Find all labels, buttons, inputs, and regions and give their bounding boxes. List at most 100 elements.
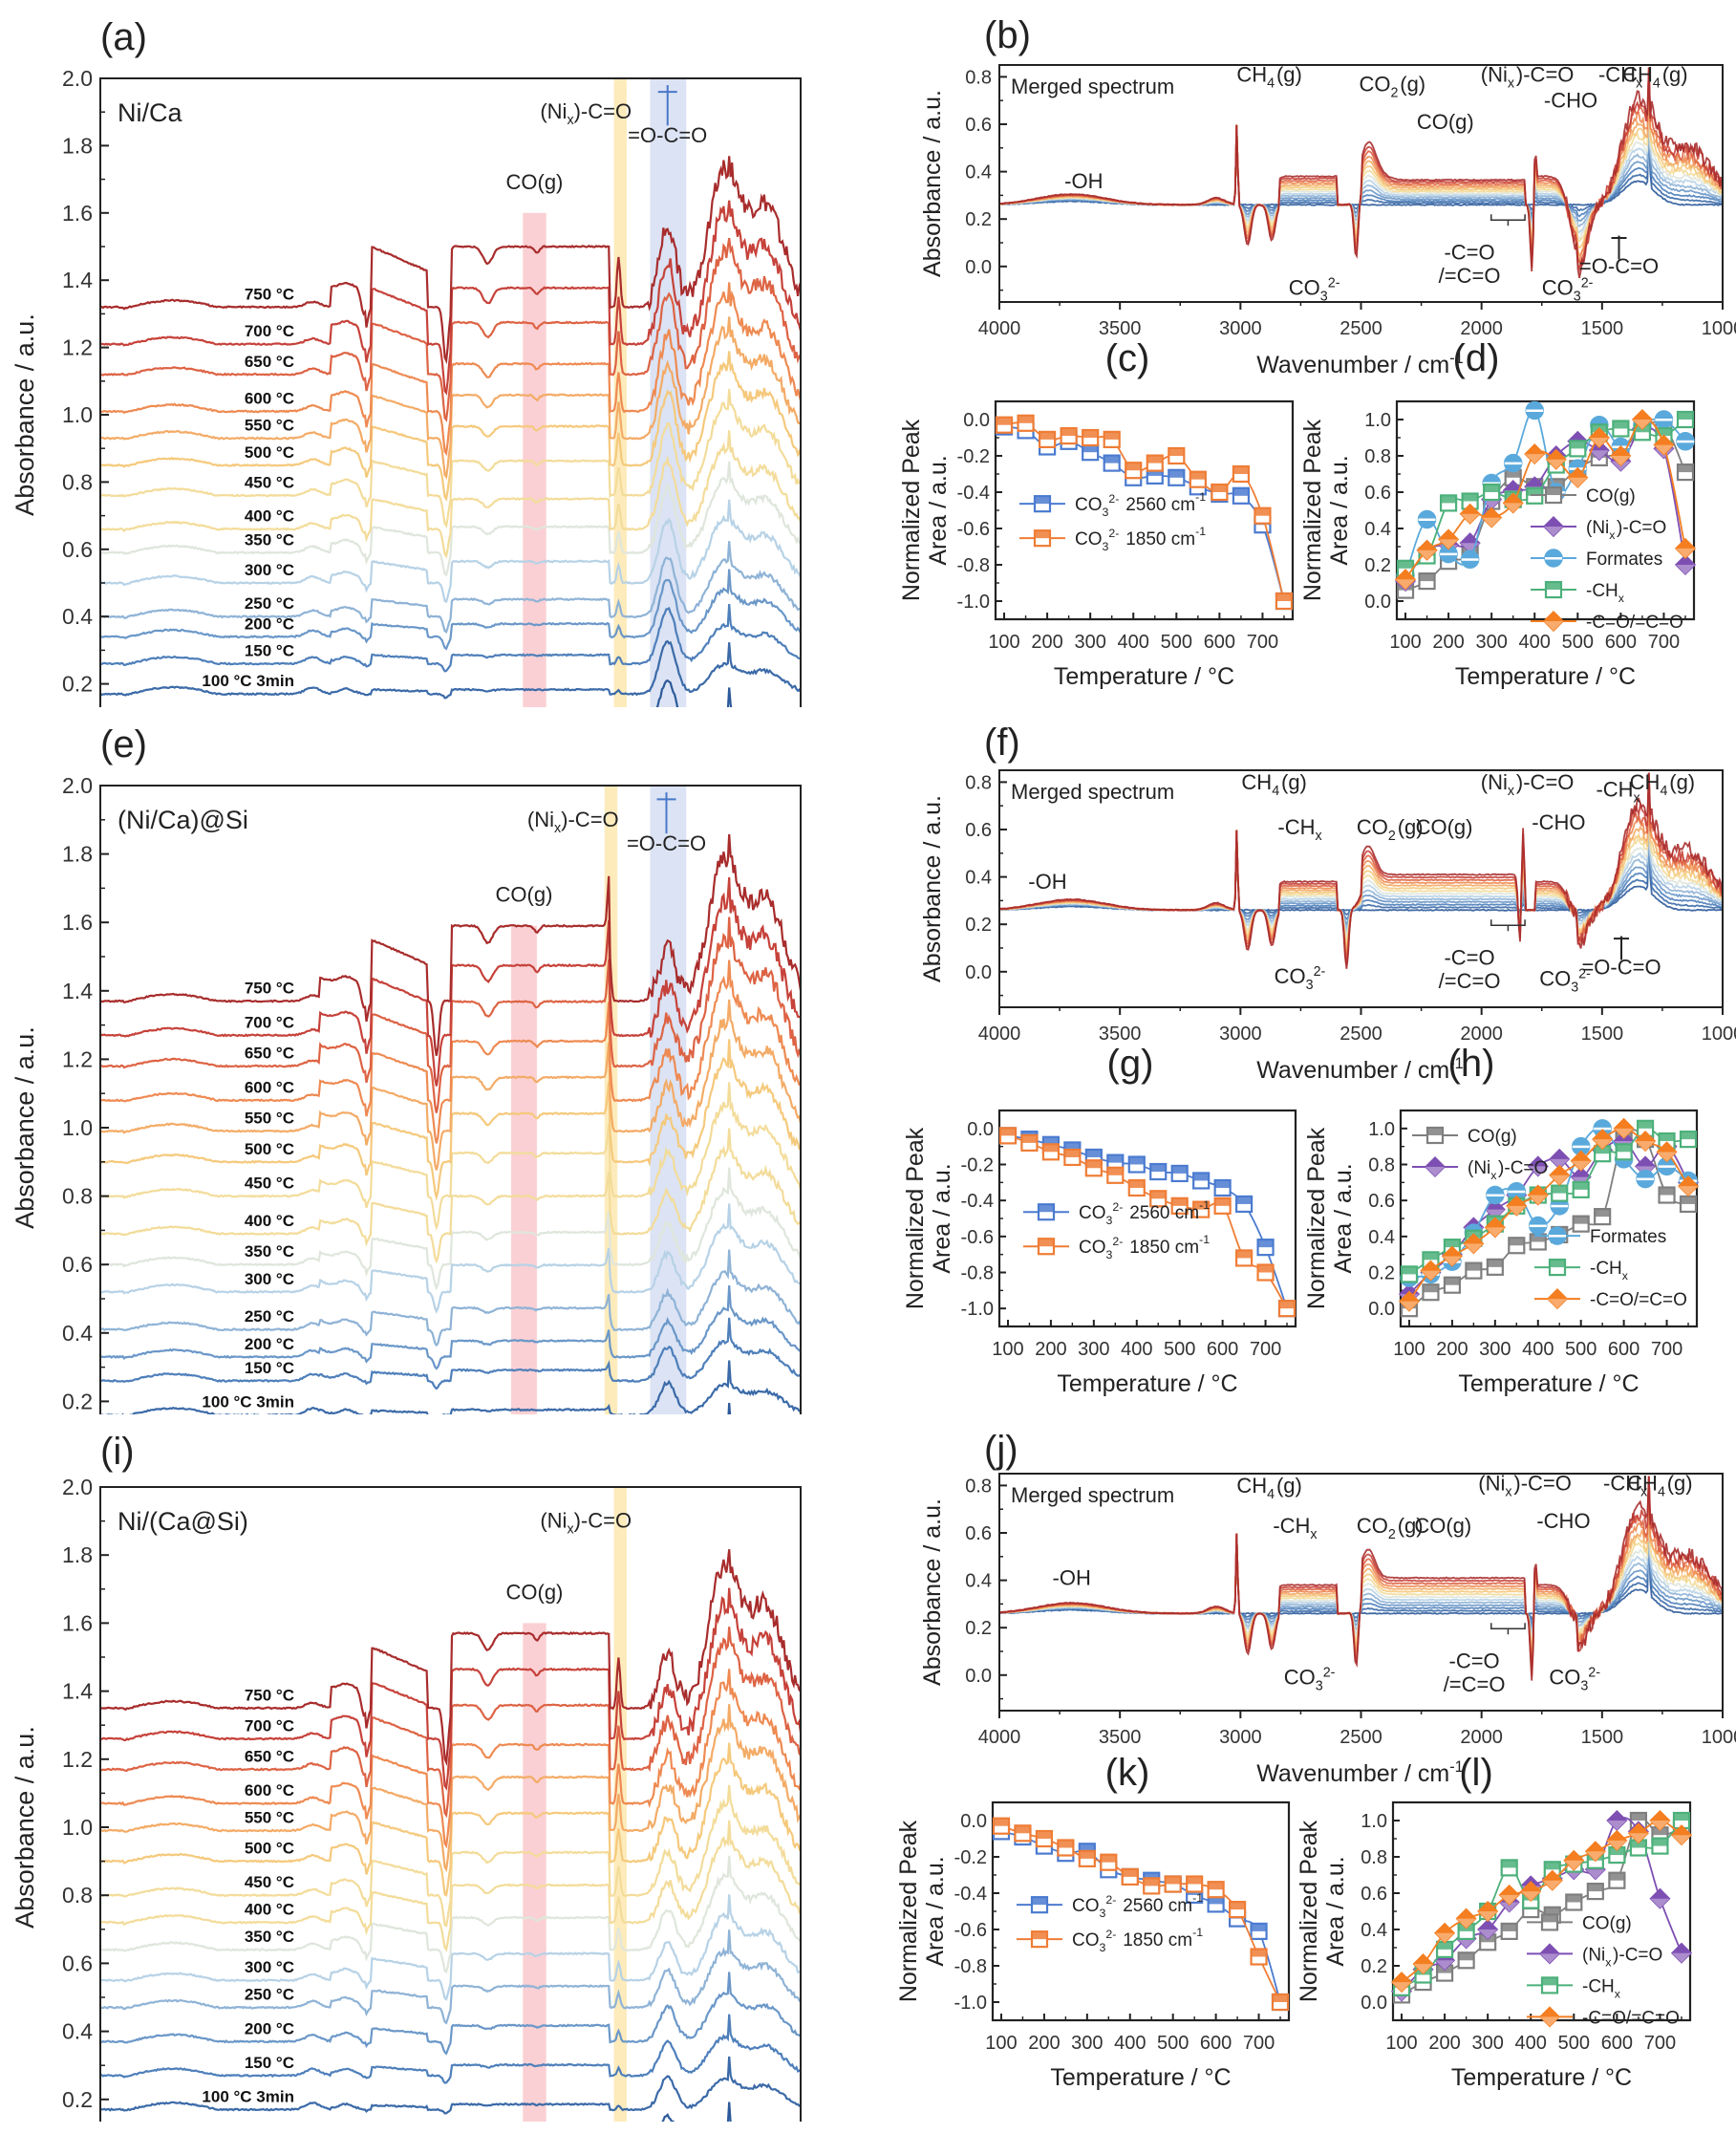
data-point-shade bbox=[1413, 1964, 1433, 1974]
text-part: ( bbox=[1468, 1158, 1474, 1178]
spectra-lines bbox=[99, 833, 803, 1414]
y-tick-label: 0.2 bbox=[62, 2087, 93, 2112]
y-tick-label: -0.8 bbox=[961, 1263, 994, 1284]
spectrum-line bbox=[99, 569, 802, 651]
data-point-shade bbox=[1628, 1833, 1648, 1843]
sample-title: Ni/(Ca@Si) bbox=[118, 1507, 248, 1536]
y-tick-label: 0.6 bbox=[62, 537, 93, 562]
band-annotation: CO32- bbox=[1284, 1666, 1338, 1694]
text-part: CH bbox=[1627, 1471, 1658, 1495]
legend-marker-shade bbox=[1425, 1167, 1445, 1176]
legend-label: -C=O/=C=O bbox=[1590, 1290, 1687, 1310]
x-tick-label: 100 bbox=[1393, 1339, 1425, 1360]
legend-marker-fill bbox=[1542, 1977, 1557, 1986]
y-tick-label: 1.2 bbox=[62, 1747, 93, 1772]
band-annotation: (Nix)-C=O bbox=[527, 808, 619, 836]
y-tick-label: 0.0 bbox=[1368, 1299, 1395, 1320]
data-point-fill bbox=[1208, 1882, 1224, 1890]
y-tick-label: 2.0 bbox=[62, 773, 93, 798]
temperature-label: 500 °C bbox=[245, 1840, 294, 1858]
text-part: 3 bbox=[1106, 1214, 1113, 1227]
data-point-fill bbox=[1423, 1284, 1439, 1293]
temperature-label: 300 °C bbox=[245, 1270, 294, 1288]
legend-label: -C=O/=C=O bbox=[1586, 613, 1683, 633]
legend-marker-fill bbox=[1035, 530, 1050, 539]
series-co3_1850 bbox=[995, 414, 1294, 611]
y-axis-label-line2: Area / a.u. bbox=[922, 1856, 949, 1966]
spectrum-line bbox=[99, 1082, 803, 1231]
data-point-fill bbox=[1082, 444, 1099, 453]
text-part: CO bbox=[1072, 1930, 1100, 1951]
band-formate bbox=[650, 786, 687, 1414]
spectrum-line bbox=[99, 1627, 802, 1819]
data-point-fill bbox=[1150, 1191, 1167, 1199]
data-point-fill bbox=[1505, 469, 1521, 478]
data-point-fill bbox=[1208, 1896, 1224, 1905]
data-point-fill bbox=[1501, 1860, 1517, 1868]
x-tick-label: 600 bbox=[1200, 2033, 1232, 2054]
data-point-fill bbox=[1419, 573, 1435, 582]
merged-lines bbox=[998, 772, 1724, 969]
text-part: 3 bbox=[1316, 1679, 1323, 1694]
temperature-label: 400 °C bbox=[245, 507, 294, 526]
text-part: CO bbox=[1079, 1203, 1106, 1223]
series-panel-h: 0.0 0.2 0.4 0.6 0.8 1.0 100 200 300 400 500 600 700 T… bbox=[1303, 1109, 1700, 1397]
x-tick-label: 700 bbox=[1247, 632, 1278, 653]
text-part: ( bbox=[1582, 1945, 1589, 1965]
text-part: /=C=O bbox=[1444, 1672, 1506, 1696]
data-point-fill bbox=[1168, 469, 1185, 478]
sample-title: (Ni/Ca)@Si bbox=[118, 806, 248, 834]
data-point-fill bbox=[1085, 1160, 1102, 1169]
data-point-shade bbox=[1399, 1301, 1419, 1311]
band-annotation: CO32- bbox=[1549, 1666, 1602, 1694]
data-point-shade bbox=[1503, 503, 1523, 513]
data-point-fill bbox=[1042, 1136, 1059, 1145]
band-annotation: -CHx bbox=[1596, 777, 1641, 806]
text-part: x bbox=[1618, 592, 1625, 605]
y-tick-label: 0.2 bbox=[965, 915, 992, 936]
x-tick-label: 4000 bbox=[978, 1727, 1021, 1748]
data-series bbox=[1398, 1117, 1700, 1318]
band-annotation: -CHx bbox=[1603, 1471, 1649, 1499]
x-axis-label: Temperature / °C bbox=[1458, 1370, 1639, 1397]
merged-lines bbox=[998, 1476, 1724, 1681]
data-point-shade bbox=[1482, 499, 1502, 509]
text-part: ( bbox=[1586, 518, 1593, 538]
legend-marker-fill bbox=[1039, 1239, 1054, 1247]
text-part: CH bbox=[1605, 62, 1636, 86]
data-point-shade bbox=[1485, 1209, 1505, 1219]
band-annotation: CO2 (g) bbox=[1359, 72, 1425, 100]
spectrum-line bbox=[99, 1784, 802, 1928]
text-part: CO bbox=[1275, 964, 1306, 988]
data-point-fill bbox=[1681, 1132, 1697, 1140]
data-point-fill bbox=[1441, 495, 1457, 504]
text-part bbox=[1600, 1666, 1602, 1690]
temperature-label: 650 °C bbox=[245, 1747, 294, 1765]
data-point-shade bbox=[1614, 1128, 1634, 1138]
data-point bbox=[1545, 448, 1567, 470]
temperature-label: 700 °C bbox=[245, 322, 294, 340]
y-tick-label: -0.8 bbox=[954, 1956, 987, 1977]
text-part: 200 °C bbox=[245, 1335, 294, 1353]
band-annotation: CO32- bbox=[1542, 276, 1596, 305]
text-part: CH bbox=[1630, 770, 1661, 794]
text-part: CH bbox=[1285, 815, 1316, 839]
data-point bbox=[1606, 1829, 1628, 1851]
text-part: CO(g) bbox=[1414, 1514, 1471, 1538]
data-point-fill bbox=[1144, 1878, 1160, 1886]
data-point-fill bbox=[993, 1818, 1009, 1826]
legend-marker bbox=[1542, 610, 1565, 633]
x-tick-label: 700 bbox=[1644, 2033, 1676, 2054]
merged-spectrum-line bbox=[998, 91, 1724, 241]
series-panel-k: 0.0 -0.2 -0.4 -0.6 -0.8 -1.0 100 200 300 400 500 60… bbox=[895, 1800, 1291, 2091]
text-part: 3 bbox=[1580, 1679, 1588, 1694]
y-tick-label: 1.0 bbox=[62, 402, 93, 427]
spectrum-line bbox=[99, 1855, 802, 1974]
text-part: Ni bbox=[1473, 1158, 1490, 1178]
band-annotation: CO(g) bbox=[506, 1580, 564, 1604]
spectrum-line bbox=[99, 1203, 802, 1314]
data-point-fill bbox=[1437, 1941, 1453, 1950]
